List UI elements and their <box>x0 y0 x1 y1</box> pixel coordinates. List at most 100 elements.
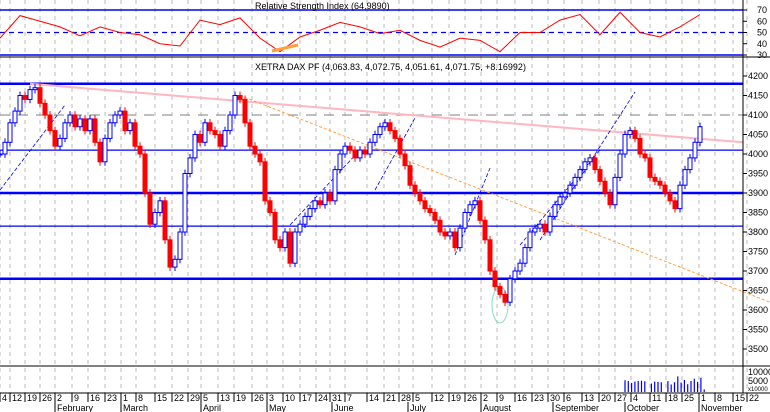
rsi-y-tick-label: 30 <box>757 50 767 60</box>
x-tick-label-month: August <box>483 403 512 412</box>
candle-body <box>102 137 108 163</box>
candle-body <box>572 176 578 186</box>
candle-body <box>487 239 493 272</box>
candle-body <box>47 114 53 132</box>
candle-body <box>652 176 658 182</box>
price-y-tick-label: 4050 <box>748 130 768 140</box>
candle-body <box>697 126 703 143</box>
x-tick-label-day: 20 <box>601 393 611 403</box>
candle-body <box>317 200 323 206</box>
candle-body <box>107 122 113 139</box>
x-tick-label-day: 4 <box>2 393 7 403</box>
candle-body <box>392 130 398 139</box>
candle-body <box>472 200 478 206</box>
candle-body <box>297 223 303 233</box>
candle-body <box>132 122 138 147</box>
x-tick-label-day: 15 <box>157 393 167 403</box>
candle-body <box>187 157 193 174</box>
candle-body <box>192 134 198 159</box>
rsi-trendline <box>271 43 299 53</box>
x-tick-label-day: 18 <box>668 393 678 403</box>
x-tick-label-day: 15 <box>735 393 745 403</box>
price-y-tick-label: 4150 <box>748 91 768 101</box>
candle-body <box>447 231 453 237</box>
x-tick-label-month: September <box>555 403 599 412</box>
x-tick-label-day: 19 <box>27 393 37 403</box>
rsi-y-tick-label: 50 <box>757 28 767 38</box>
x-tick-label-day: 21 <box>386 393 396 403</box>
x-tick-label-day: 31 <box>332 393 342 403</box>
candle-body <box>262 161 268 202</box>
candle-body <box>412 184 418 194</box>
candle-body <box>67 114 73 124</box>
candle-body <box>312 200 318 210</box>
candle-body <box>522 247 528 264</box>
candle-body <box>667 192 673 202</box>
candle-body <box>2 141 8 155</box>
candle-body <box>632 130 638 139</box>
candle-body <box>97 141 103 163</box>
x-tick-label-day: 30 <box>550 393 560 403</box>
x-tick-label-day: 27 <box>617 393 627 403</box>
candle-body <box>182 173 188 233</box>
x-tick-label-month: May <box>269 403 287 412</box>
x-tick-label-day: 16 <box>90 393 100 403</box>
x-tick-label-day: 26 <box>42 393 52 403</box>
candle-body <box>602 180 608 194</box>
candle-body <box>567 184 573 194</box>
x-tick-label-day: 1 <box>123 393 128 403</box>
candle-body <box>87 118 93 132</box>
candle-body <box>532 227 538 233</box>
price-y-tick-label: 4200 <box>748 71 768 81</box>
candle-body <box>37 87 43 104</box>
candle-body <box>137 145 143 155</box>
x-tick-label-day: 4 <box>633 393 638 403</box>
candle-body <box>407 165 413 186</box>
x-tick-label-day: 22 <box>174 393 184 403</box>
candle-body <box>647 157 653 178</box>
candle-body <box>267 200 273 214</box>
candle-body <box>202 122 208 143</box>
candle-body <box>437 219 443 233</box>
candle-body <box>222 130 228 147</box>
candle-body <box>32 87 38 91</box>
candle-body <box>82 118 88 132</box>
candle-body <box>442 231 448 237</box>
candle-body <box>627 130 633 136</box>
candle-body <box>162 200 168 241</box>
candle-body <box>502 293 508 303</box>
candle-body <box>282 231 288 249</box>
candle-body <box>677 184 683 210</box>
candle-body <box>662 184 668 194</box>
candle-body <box>562 192 568 198</box>
candle-body <box>307 208 313 217</box>
x-tick-label-day: 10 <box>285 393 295 403</box>
rsi-y-tick-label: 40 <box>757 39 767 49</box>
x-tick-label-month: June <box>334 403 354 412</box>
candle-body <box>397 137 403 155</box>
candle-body <box>427 208 433 214</box>
candle-body <box>17 95 23 112</box>
volume-y-tick-label: x10000 <box>748 387 768 393</box>
candle-body <box>197 134 203 143</box>
candle-body <box>167 239 173 268</box>
candle-body <box>157 200 163 214</box>
candle-body <box>52 130 58 147</box>
rsi-y-tick-label: 70 <box>757 5 767 15</box>
candle-body <box>537 223 543 229</box>
price-y-tick-label: 3600 <box>748 305 768 315</box>
price-y-tick-label: 3500 <box>748 344 768 354</box>
price-y-tick-label: 3800 <box>748 227 768 237</box>
grid <box>0 0 748 393</box>
candle-body <box>207 122 213 132</box>
candle-body <box>612 176 618 206</box>
candle-body <box>172 258 178 268</box>
price-y-tick-label: 4100 <box>748 110 768 120</box>
x-tick-label-day: 2 <box>57 393 62 403</box>
candle-body <box>0 153 3 156</box>
candle-body <box>692 141 698 159</box>
x-tick-label-day: 5 <box>203 393 208 403</box>
x-tick-label-day: 26 <box>467 393 477 403</box>
